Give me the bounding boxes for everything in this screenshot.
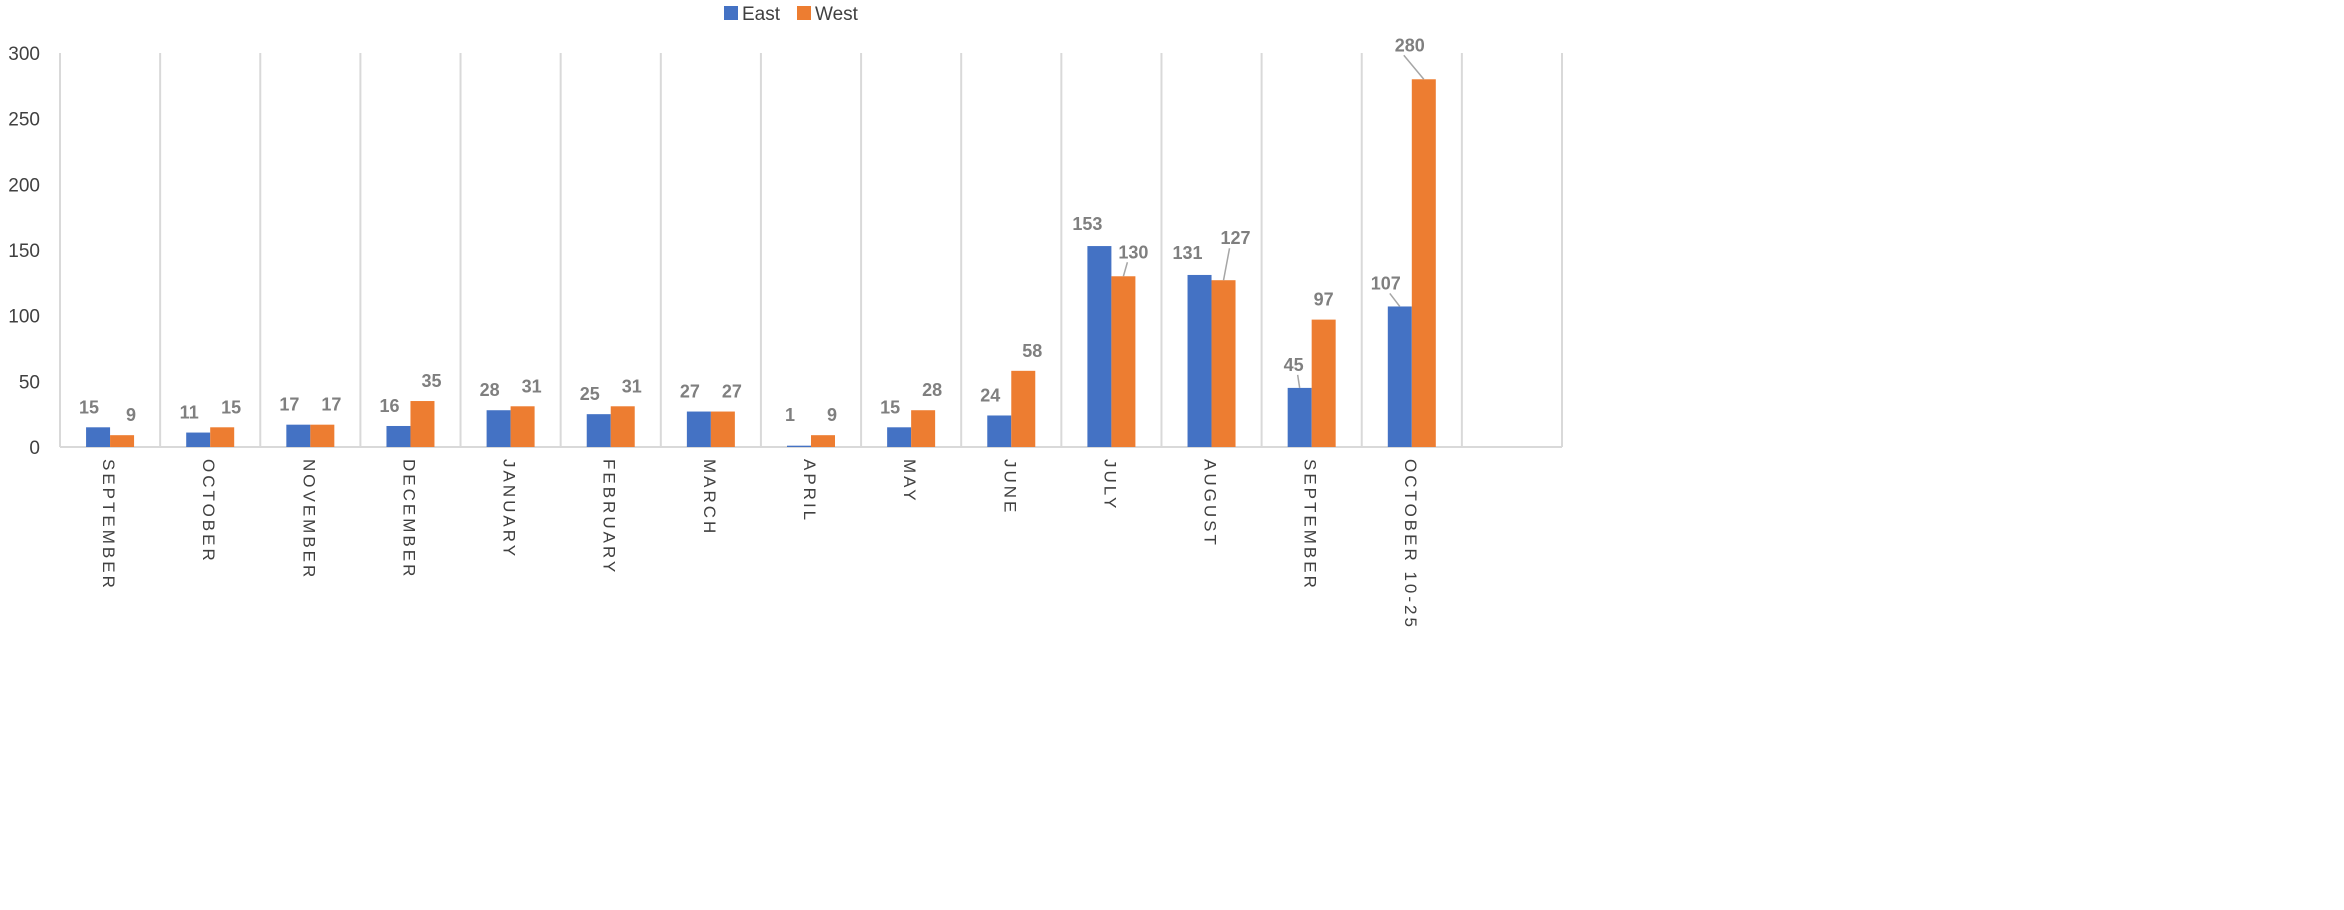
y-tick-label: 200	[8, 175, 40, 196]
bar-west	[710, 411, 735, 447]
x-tick-label: MAY	[900, 459, 919, 504]
bar-west	[1211, 280, 1236, 447]
legend-swatch-west	[797, 6, 811, 20]
bar-west	[911, 410, 936, 447]
y-tick-label: 50	[19, 372, 40, 393]
x-tick-label: AUGUST	[1201, 459, 1220, 548]
grid	[59, 53, 1563, 448]
data-label-east: 131	[1173, 243, 1203, 263]
bar-east	[486, 410, 511, 447]
x-tick-label: OCTOBER	[199, 459, 218, 564]
y-tick-label: 250	[8, 110, 40, 131]
x-tick-label: JULY	[1100, 459, 1119, 511]
bar-east	[887, 427, 912, 447]
data-label-west: 58	[1022, 341, 1042, 361]
bar-west	[811, 435, 835, 447]
bar-west	[510, 406, 535, 447]
bar-west	[210, 427, 235, 447]
bar-east	[1287, 387, 1312, 447]
legend-label-west: West	[815, 4, 859, 25]
data-label-west: 9	[126, 405, 136, 425]
data-label-east: 11	[180, 403, 199, 423]
data-label-leader	[1389, 293, 1401, 307]
bar-east	[86, 427, 111, 447]
data-label-west: 31	[622, 376, 642, 396]
bar-west	[1011, 370, 1036, 447]
y-axis: 0 50 100 150 200 250 300	[8, 44, 40, 459]
bar-east	[787, 445, 811, 447]
bar-west	[1311, 319, 1336, 447]
bar-west	[410, 401, 435, 447]
bar-east	[286, 424, 311, 447]
data-label-east: 107	[1371, 273, 1401, 293]
x-axis: SEPTEMBER OCTOBER NOVEMBER DECEMBER JANUARY F…	[99, 459, 1420, 630]
legend: East West	[724, 4, 859, 25]
bar-east	[1187, 274, 1212, 447]
data-label-east: 15	[79, 397, 99, 417]
data-label-leader	[1122, 262, 1129, 277]
x-tick-label: SEPTEMBER	[99, 459, 118, 591]
data-label-east: 28	[480, 380, 500, 400]
x-tick-label: DECEMBER	[399, 459, 418, 579]
data-label-west: 280	[1395, 35, 1425, 55]
bar-west	[1111, 276, 1136, 447]
data-label-west: 9	[827, 405, 837, 425]
x-tick-label: FEBRUARY	[600, 459, 619, 575]
bar-east	[987, 415, 1012, 447]
data-label-east: 24	[980, 385, 1000, 405]
bar-east	[686, 411, 711, 447]
data-label-leader	[1403, 54, 1425, 80]
data-labels: 15 9 11 15 17 17 16 35 28 31 25 31 27 27 1 9 15 28 24 58 153…	[79, 35, 1425, 425]
bars	[86, 79, 1436, 448]
data-label-east: 25	[580, 384, 600, 404]
data-label-east: 153	[1072, 214, 1102, 234]
data-label-east: 1	[785, 405, 795, 425]
y-tick-label: 0	[29, 438, 40, 459]
x-tick-label: JUNE	[1000, 459, 1019, 515]
x-tick-label: SEPTEMBER	[1301, 459, 1320, 591]
data-label-west: 127	[1221, 228, 1251, 248]
data-label-west: 31	[522, 376, 542, 396]
y-tick-label: 300	[8, 44, 40, 65]
data-label-west: 15	[221, 397, 241, 417]
bar-west	[110, 435, 135, 447]
x-tick-label: MARCH	[700, 459, 719, 536]
y-tick-label: 150	[8, 241, 40, 262]
data-label-east: 45	[1284, 355, 1304, 375]
x-tick-label: OCTOBER 10-25	[1401, 459, 1420, 630]
bar-east	[586, 414, 611, 447]
data-label-west: 35	[421, 371, 441, 391]
data-label-west: 130	[1118, 242, 1148, 262]
bar-east	[186, 432, 211, 447]
bar-east	[386, 425, 411, 447]
x-tick-label: NOVEMBER	[299, 459, 318, 580]
data-label-east: 15	[880, 397, 900, 417]
legend-swatch-east	[724, 6, 738, 20]
y-tick-label: 100	[8, 307, 40, 328]
data-label-west: 97	[1314, 290, 1334, 310]
x-tick-label: JANUARY	[500, 459, 519, 559]
data-label-east: 16	[379, 396, 399, 416]
data-label-west: 28	[922, 380, 942, 400]
bar-west	[310, 424, 335, 447]
data-label-west: 17	[321, 395, 341, 415]
bar-west	[610, 406, 635, 447]
bar-east	[1087, 246, 1112, 447]
data-label-east: 27	[680, 382, 700, 402]
leader-lines	[1122, 54, 1425, 389]
legend-label-east: East	[742, 4, 781, 25]
x-tick-label: APRIL	[800, 459, 819, 523]
data-label-east: 17	[279, 395, 299, 415]
bar-west	[1411, 79, 1436, 448]
data-label-leader	[1296, 374, 1301, 389]
bar-east	[1387, 306, 1412, 447]
data-label-west: 27	[722, 382, 742, 402]
data-label-leader	[1222, 248, 1231, 281]
